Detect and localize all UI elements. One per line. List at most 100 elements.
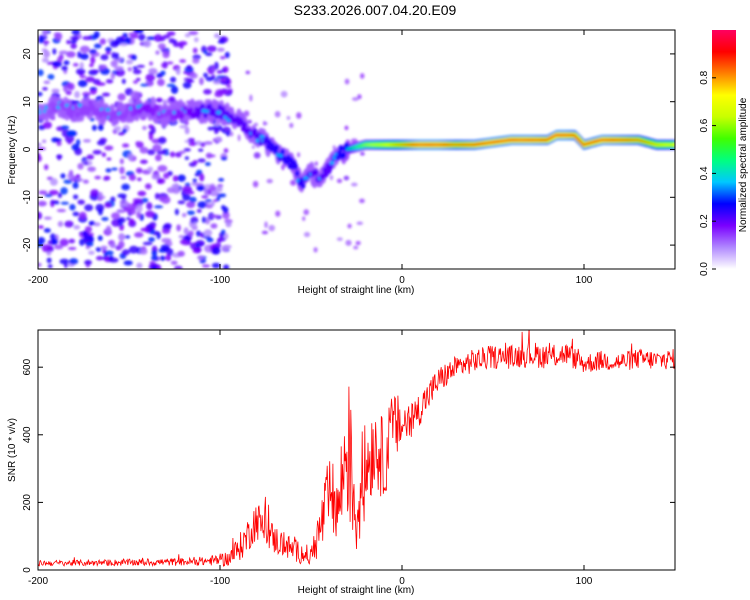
noise-blob [56,140,62,146]
noise-blob [132,69,142,75]
noise-blob [193,37,199,43]
noise-blob [72,182,79,189]
noise-blob [184,33,191,38]
noise-blob [303,209,310,216]
noise-blob [38,142,42,147]
noise-blob [344,78,350,85]
noise-blob [205,76,214,82]
noise-blob [345,239,352,246]
noise-blob [43,164,49,171]
noise-blob [122,32,128,38]
noise-blob [350,182,358,187]
noise-blob [179,43,184,49]
noise-blob [109,242,116,249]
noise-blob [82,35,92,41]
noise-blob [344,125,349,131]
noise-blob [71,30,81,36]
noise-blob [82,138,92,143]
spectrogram-y-tick-label: -20 [22,237,33,252]
ridge-mid [179,112,185,119]
noise-blob [147,149,156,156]
noise-blob [343,175,350,181]
ridge-mid [280,148,286,156]
noise-blob [212,80,222,85]
noise-blob [175,151,182,158]
noise-blob [157,165,168,172]
noise-blob [128,174,136,181]
noise-blob [42,86,48,91]
spectrogram-y-tick-label: -10 [22,190,33,205]
noise-blob [63,60,70,66]
noise-blob [229,131,234,137]
noise-blob [57,220,64,227]
noise-blob [210,201,215,207]
noise-blob [108,257,119,263]
noise-blob [170,76,177,83]
noise-blob [132,80,139,84]
noise-blob [218,177,225,182]
ridge-mid [124,108,130,116]
noise-blob [95,255,104,261]
noise-blob [188,141,197,147]
noise-blob [63,85,69,93]
noise-blob [59,238,69,247]
noise-blob [101,92,111,97]
noise-blob [151,173,161,180]
noise-blob [175,68,181,75]
noise-blob [296,112,302,119]
noise-blob [210,223,218,229]
ridge-mid [274,144,280,151]
noise-blob [163,172,170,179]
noise-blob [168,96,176,103]
noise-blob [199,77,204,86]
noise-blob [111,167,118,171]
noise-blob [290,179,297,186]
noise-blob [130,90,140,99]
noise-blob [217,193,227,198]
noise-blob [360,73,365,79]
noise-blob [211,64,216,73]
spectrogram-y-tick-label: 10 [22,96,33,108]
noise-blob [169,151,176,158]
noise-blob [100,245,108,250]
noise-blob [223,126,231,133]
snr-ticks: -200 -100 0 100 0 200 400 600 [22,330,675,587]
spectrogram-marks [38,30,675,269]
noise-blob [211,246,221,255]
ridge-mid [242,121,248,129]
noise-blob [225,221,232,228]
noise-blob [196,208,202,213]
snr-x-tick-label: -100 [210,576,230,587]
noise-blob [215,136,223,142]
noise-blob [68,238,76,244]
noise-blob [155,97,164,103]
noise-blob [148,237,155,242]
noise-blob [224,233,229,240]
noise-blob [75,174,81,180]
noise-blob [103,175,111,181]
noise-blob [219,55,226,60]
ridge-mid [338,145,344,152]
noise-blob [38,262,42,268]
noise-blob [43,50,51,58]
noise-blob [192,57,200,64]
noise-blob [132,66,138,70]
noise-blob [154,34,163,42]
noise-blob [104,145,114,151]
noise-blob [161,62,168,69]
noise-blob [186,64,192,71]
noise-blob [101,152,107,158]
noise-blob [105,168,112,173]
noise-blob [91,124,97,131]
noise-blob [104,202,112,208]
spectrogram-x-axis-label: Height of straight line (km) [298,285,415,296]
snr-x-axis-label: Height of straight line (km) [298,585,415,596]
noise-blob [210,214,219,218]
noise-blob [356,221,364,226]
noise-blob [54,138,62,142]
noise-blob [119,166,125,175]
ridge-mid [188,107,194,114]
snr-plot-area [38,330,675,570]
noise-blob [43,216,52,220]
